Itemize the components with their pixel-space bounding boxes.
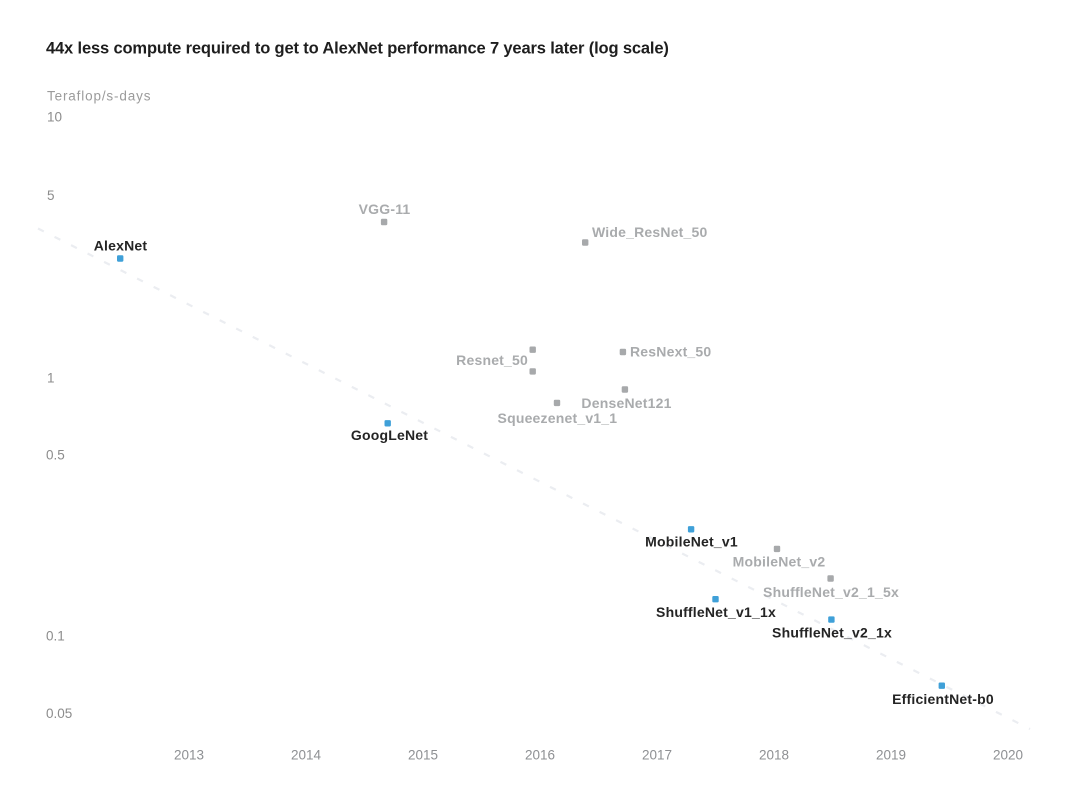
svg-text:2018: 2018: [759, 748, 789, 763]
svg-text:ShuffleNet_v2_1x: ShuffleNet_v2_1x: [772, 624, 892, 640]
svg-text:Teraflop/s-days: Teraflop/s-days: [47, 89, 151, 104]
svg-text:VGG-11: VGG-11: [359, 201, 411, 217]
svg-text:0.5: 0.5: [46, 448, 65, 463]
svg-text:44x less compute required to g: 44x less compute required to get to Alex…: [46, 40, 669, 58]
svg-text:MobileNet_v1: MobileNet_v1: [645, 534, 738, 550]
svg-text:1: 1: [47, 371, 55, 386]
svg-text:0.1: 0.1: [46, 629, 65, 644]
svg-text:0.05: 0.05: [46, 706, 72, 721]
svg-text:GoogLeNet: GoogLeNet: [351, 427, 428, 443]
svg-text:ShuffleNet_v1_1x: ShuffleNet_v1_1x: [656, 604, 776, 620]
svg-text:DenseNet121: DenseNet121: [581, 395, 671, 411]
svg-text:ResNext_50: ResNext_50: [630, 344, 711, 360]
svg-text:Squeezenet_v1_1: Squeezenet_v1_1: [498, 410, 618, 426]
svg-text:5: 5: [47, 188, 55, 203]
svg-text:Resnet_50: Resnet_50: [456, 352, 528, 368]
svg-text:10: 10: [47, 110, 62, 125]
svg-text:2019: 2019: [876, 748, 906, 763]
svg-text:2014: 2014: [291, 748, 322, 763]
svg-text:ShuffleNet_v2_1_5x: ShuffleNet_v2_1_5x: [763, 584, 899, 600]
svg-text:2016: 2016: [525, 748, 555, 763]
svg-text:EfficientNet-b0: EfficientNet-b0: [892, 691, 994, 707]
svg-text:2020: 2020: [993, 748, 1023, 763]
svg-text:2017: 2017: [642, 748, 672, 763]
svg-text:2013: 2013: [174, 748, 204, 763]
svg-text:2015: 2015: [408, 748, 438, 763]
svg-text:MobileNet_v2: MobileNet_v2: [733, 553, 826, 569]
svg-text:Wide_ResNet_50: Wide_ResNet_50: [592, 224, 708, 240]
svg-text:AlexNet: AlexNet: [94, 238, 148, 254]
